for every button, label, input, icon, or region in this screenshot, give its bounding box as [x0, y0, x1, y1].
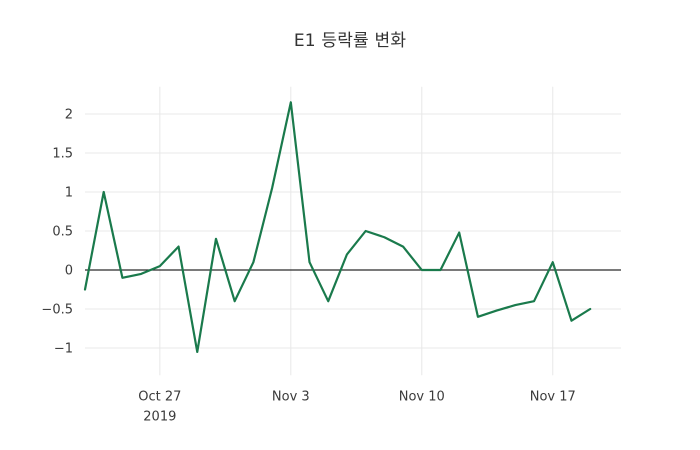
- chart-title: E1 등락률 변화: [293, 31, 407, 51]
- y-tick-label: 1.5: [52, 147, 73, 162]
- x-tick-label: Nov 17: [530, 389, 576, 404]
- y-tick-label: 1: [65, 186, 73, 201]
- y-tick-label: 2: [65, 108, 73, 123]
- x-tick-sublabel: 2019: [143, 409, 176, 424]
- y-tick-label: −0.5: [41, 303, 73, 318]
- y-tick-label: 0.5: [52, 225, 73, 240]
- x-tick-label: Nov 3: [272, 389, 310, 404]
- data-series-line: [83, 101, 592, 353]
- y-tick-label: −1: [54, 342, 73, 357]
- x-gridlines: [159, 86, 554, 376]
- y-gridlines: [85, 113, 621, 349]
- x-tick-label: Oct 27: [138, 389, 181, 404]
- y-tick-label: 0: [65, 264, 73, 279]
- y-axis-tick-labels: 2 1.5 1 0.5 0 −0.5 −1: [41, 108, 73, 357]
- series-line-e1: [83, 101, 592, 353]
- x-tick-label: Nov 10: [399, 389, 445, 404]
- x-axis-tick-labels: Oct 27 2019 Nov 3 Nov 10 Nov 17: [138, 389, 576, 424]
